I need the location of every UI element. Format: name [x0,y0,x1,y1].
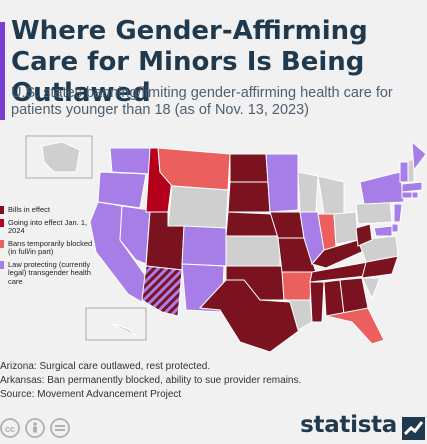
legend-swatch [0,260,4,269]
state-ks [225,235,281,267]
state-la [283,299,313,331]
state-wa [109,147,151,175]
state-fl [325,307,385,345]
note-arkansas: Arkansas: Ban permanently blocked, abili… [0,375,302,386]
creative-commons-icon: cc [0,418,20,438]
state-az [141,265,183,317]
state-co [181,225,227,267]
state-wv [355,223,373,247]
state-nv [119,205,151,265]
legend-swatch [0,218,4,227]
state-wy [167,185,229,229]
page-subtitle: U.S. states banning/limiting gender-affi… [11,85,393,118]
attribution-icon [25,418,45,438]
note-arizona: Arizona: Surgical care outlawed, rest pr… [0,361,211,372]
state-ri [411,191,419,199]
legend-item: Bills in effect [0,205,100,215]
legend-label: Going into effect Jan. 1, 2024 [8,217,88,235]
us-states-map [25,135,427,353]
legend-swatch [0,239,4,248]
legend-item: Law protecting (currently legal) transge… [0,259,100,287]
legend-item: Going into effect Jan. 1, 2024 [0,217,100,236]
state-pa [355,201,393,225]
state-ar [281,271,313,301]
state-de [391,223,399,233]
page-title: Where Gender-Affirming Care for Minors I… [11,16,368,108]
legend-label: Law protecting (currently legal) transge… [8,259,91,286]
state-va [357,235,399,263]
legend-label: Bills in effect [8,205,50,214]
state-mn [265,153,299,213]
state-ct [401,191,413,199]
state-nh [407,159,415,183]
map-legend: Bills in effect Going into effect Jan. 1,… [0,205,100,290]
no-derivatives-icon [50,418,70,438]
state-ms [309,281,325,323]
state-md [373,225,393,237]
footer: cc statista [0,410,427,444]
state-ny [359,171,405,205]
state-vt [399,161,409,183]
legend-label: Bans temporarily blocked (in full/in par… [8,238,93,256]
source-note: Source: Movement Advancement Project [0,389,182,400]
state-ak [41,141,81,173]
state-mi [317,175,345,215]
state-hi [111,323,137,337]
footnotes: Arizona: Surgical care outlawed, rest pr… [0,360,301,402]
title-accent-bar [0,22,5,120]
alaska-inset-box [25,135,93,179]
state-ma [401,181,423,193]
state-nd [229,153,269,183]
legend-item: Bans temporarily blocked (in full/in par… [0,238,100,257]
legend-swatch [0,206,4,214]
statista-logo-text: statista [300,412,397,438]
state-sc [361,277,381,300]
hawaii-inset-box [85,307,147,341]
state-nj [393,203,403,223]
state-sd [227,181,271,213]
state-tx [198,279,301,353]
license-icons: cc [0,418,70,438]
state-wi [297,171,319,213]
state-me [411,140,427,172]
state-oh [333,211,359,245]
state-or [97,171,147,209]
state-ne [225,211,279,237]
svg-text:cc: cc [5,424,15,434]
statista-logo-icon [402,417,425,440]
